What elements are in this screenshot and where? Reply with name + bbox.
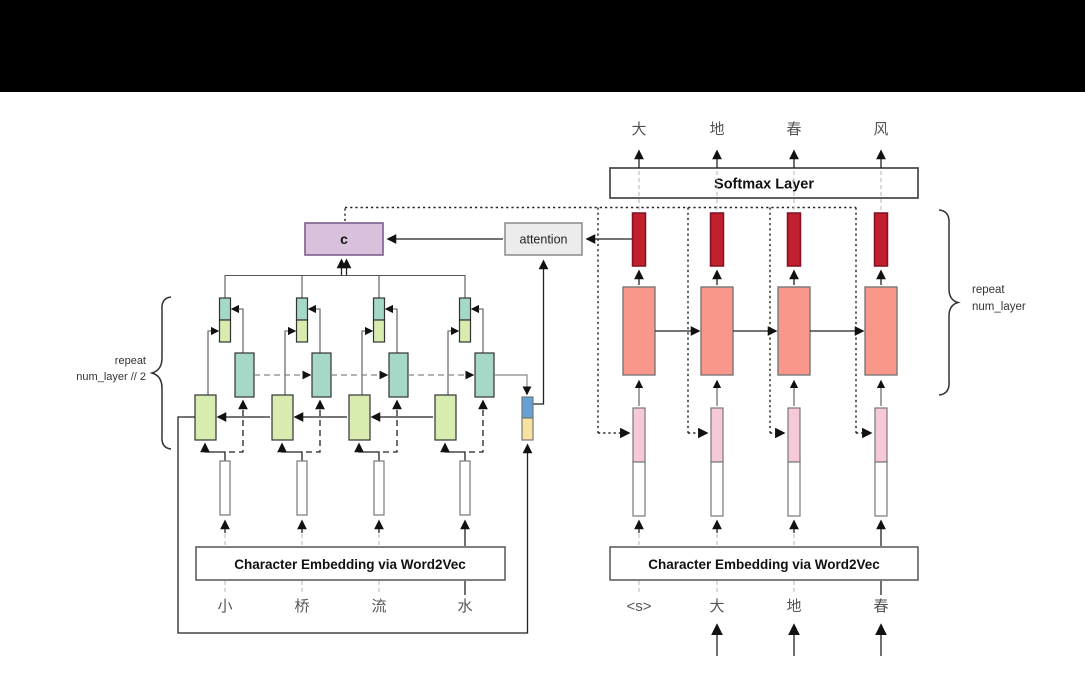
- encoder-forward-cell: [271, 394, 294, 441]
- encoder-output-bus: [225, 258, 465, 277]
- encoder-embedding-layer: Character Embedding via Word2Vec: [195, 546, 506, 581]
- encoder-concat-state-forward: [458, 319, 472, 343]
- decoder-input-vector-top: [632, 407, 646, 463]
- decoder-column: [700, 149, 734, 593]
- decoder-output-vector: [786, 212, 802, 267]
- decoder-output-vector: [631, 212, 647, 267]
- encoder-backward-cell: [234, 352, 255, 398]
- decoder-rnn-cell: [622, 286, 656, 376]
- decoder-output-vector: [873, 212, 889, 267]
- encoder-backward-cell: [311, 352, 332, 398]
- decoder-input-token: <s>: [626, 598, 651, 615]
- decoder-column: [777, 149, 811, 593]
- encoder-recurrent-chains: [177, 370, 533, 634]
- decoder-output-char: 春: [786, 121, 801, 138]
- encoder-embedding-label: Character Embedding via Word2Vec: [234, 557, 466, 572]
- encoder-column: [271, 275, 332, 593]
- decoder-input-vector-top: [874, 407, 888, 463]
- final-state-backward-part: [521, 417, 534, 441]
- final-state-forward-part: [521, 396, 534, 419]
- decoder-output-char: 地: [709, 121, 724, 138]
- encoder-repeat-label-line1: repeat: [115, 355, 146, 367]
- attention-box: attention: [504, 222, 583, 256]
- decoder-input-char: 春: [873, 598, 888, 615]
- encoder-concat-state-backward: [218, 297, 232, 321]
- decoder-embedding-label: Character Embedding via Word2Vec: [648, 557, 880, 572]
- decoder-feedback-arrows: [711, 623, 887, 656]
- decoder-input-vector-top: [710, 407, 724, 463]
- encoder-concat-state-backward: [372, 297, 386, 321]
- decoder-rnn-cell: [864, 286, 898, 376]
- encoder-embedding-vector: [459, 460, 471, 516]
- encoder-input-char: 流: [371, 598, 386, 615]
- softmax-layer-label: Softmax Layer: [714, 177, 814, 193]
- encoder-forward-cell: [348, 394, 371, 441]
- encoder-forward-cell: [434, 394, 457, 441]
- context-vector-box: c: [304, 222, 384, 256]
- decoder-input-vector-bottom: [787, 461, 801, 517]
- encoder-repeat-label-line2: num_layer // 2: [76, 371, 146, 383]
- decoder-repeat-brace: repeat num_layer: [938, 209, 1026, 396]
- encoder-forward-cell: [194, 394, 217, 441]
- encoder-concat-state-forward: [295, 319, 309, 343]
- decoder-input-char: 地: [786, 598, 801, 615]
- decoder-column: [622, 149, 656, 593]
- encoder-input-characters: 小 桥 流 水: [217, 598, 472, 615]
- encoder-concat-state-forward: [218, 319, 232, 343]
- decoder-rnn-cell: [700, 286, 734, 376]
- encoder-concat-state-forward: [372, 319, 386, 343]
- attention-label: attention: [520, 233, 568, 247]
- top-black-band: [0, 0, 1085, 92]
- encoder-input-char: 小: [217, 598, 232, 615]
- softmax-layer-box: Softmax Layer: [609, 167, 919, 199]
- encoder-concat-state-backward: [295, 297, 309, 321]
- decoder-rnn-cell: [777, 286, 811, 376]
- decoder-repeat-label-line1: repeat: [972, 284, 1005, 296]
- decoder-input-char: 大: [709, 598, 724, 615]
- encoder-column: [348, 275, 409, 593]
- context-vector-label: c: [340, 231, 348, 247]
- decoder-output-char: 风: [873, 121, 888, 138]
- decoder-input-characters: <s> 大 地 春: [626, 598, 888, 615]
- encoder-embedding-vector: [373, 460, 385, 516]
- attention-connections: [386, 234, 632, 405]
- encoder-backward-cell: [388, 352, 409, 398]
- decoder-embedding-layer: Character Embedding via Word2Vec: [609, 546, 919, 581]
- decoder-output-vector: [709, 212, 725, 267]
- decoder-output-characters: 大 地 春 风: [631, 121, 888, 138]
- decoder-input-vector-bottom: [710, 461, 724, 517]
- decoder-column: [864, 149, 898, 595]
- decoder-input-vector-top: [787, 407, 801, 463]
- decoder-input-vector-bottom: [632, 461, 646, 517]
- decoder-output-char: 大: [631, 121, 646, 138]
- encoder-repeat-brace: repeat num_layer // 2: [76, 296, 172, 450]
- encoder-backward-cell: [474, 352, 495, 398]
- decoder-input-vector-bottom: [874, 461, 888, 517]
- encoder-concat-state-backward: [458, 297, 472, 321]
- encoder-final-state-vector: [521, 396, 534, 441]
- encoder-input-char: 桥: [294, 598, 309, 615]
- decoder-repeat-label-line2: num_layer: [972, 301, 1026, 313]
- encoder-input-char: 水: [457, 598, 472, 615]
- encoder-embedding-vector: [296, 460, 308, 516]
- context-to-decoder-dotted-links: [344, 206, 873, 439]
- encoder-embedding-vector: [219, 460, 231, 516]
- encoder-column: [194, 275, 255, 593]
- encoder-final-state-loop: [177, 416, 533, 634]
